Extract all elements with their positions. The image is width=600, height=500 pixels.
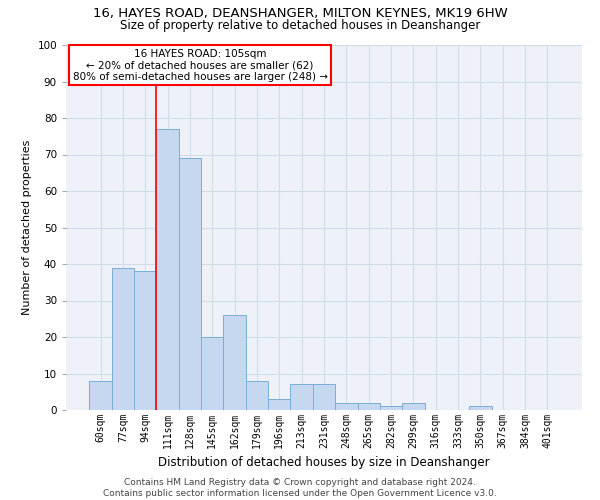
Bar <box>201 337 223 410</box>
Text: 16, HAYES ROAD, DEANSHANGER, MILTON KEYNES, MK19 6HW: 16, HAYES ROAD, DEANSHANGER, MILTON KEYN… <box>92 8 508 20</box>
Bar <box>313 384 335 410</box>
Bar <box>268 399 290 410</box>
Text: Contains HM Land Registry data © Crown copyright and database right 2024.
Contai: Contains HM Land Registry data © Crown c… <box>103 478 497 498</box>
Bar <box>335 402 358 410</box>
Bar <box>112 268 134 410</box>
Bar <box>157 129 179 410</box>
Bar <box>179 158 201 410</box>
Bar <box>223 315 246 410</box>
X-axis label: Distribution of detached houses by size in Deanshanger: Distribution of detached houses by size … <box>158 456 490 469</box>
Bar <box>469 406 491 410</box>
Text: Size of property relative to detached houses in Deanshanger: Size of property relative to detached ho… <box>120 18 480 32</box>
Bar <box>402 402 425 410</box>
Y-axis label: Number of detached properties: Number of detached properties <box>22 140 32 315</box>
Bar <box>290 384 313 410</box>
Bar <box>358 402 380 410</box>
Bar <box>134 272 157 410</box>
Text: 16 HAYES ROAD: 105sqm
← 20% of detached houses are smaller (62)
80% of semi-deta: 16 HAYES ROAD: 105sqm ← 20% of detached … <box>73 48 328 82</box>
Bar <box>246 381 268 410</box>
Bar <box>380 406 402 410</box>
Bar <box>89 381 112 410</box>
